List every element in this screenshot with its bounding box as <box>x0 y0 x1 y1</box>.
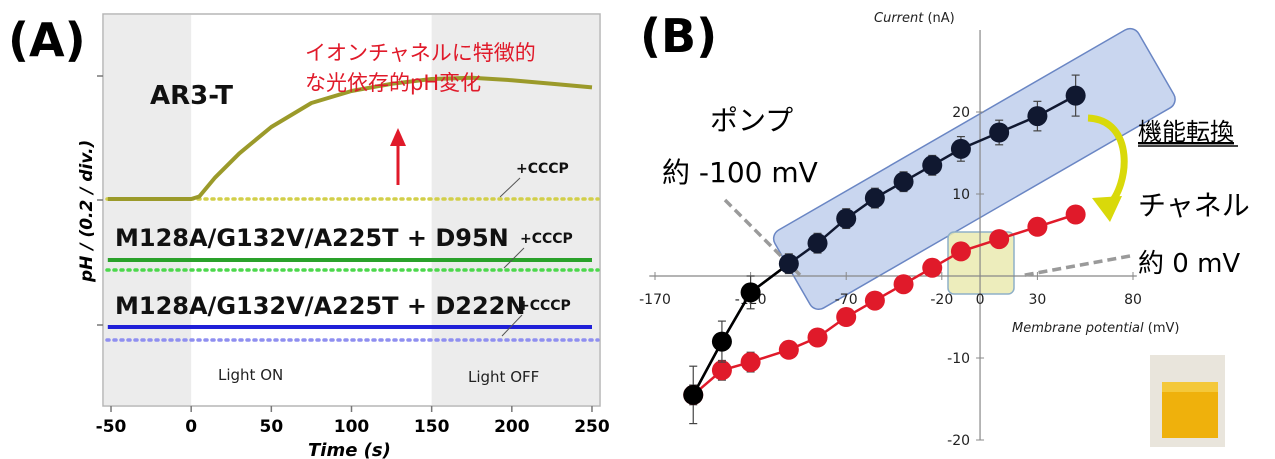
panel-a-x-tick-label: 250 <box>574 417 610 437</box>
d222n-label: M128A/G132V/A225T + D222N <box>115 292 525 320</box>
panel-b-y-axis-label: Current (nA) <box>874 11 955 26</box>
data-point <box>778 253 799 274</box>
panel-a-x-axis-label: Time (s) <box>308 440 391 459</box>
panel-a-x-tick-label: 150 <box>414 417 450 437</box>
channel-voltage-pointer <box>1019 254 1131 278</box>
panel-a-y-axis-label: pH / (0.2 / div.) <box>77 140 97 283</box>
panel-b-x-tick-label: -170 <box>639 292 671 308</box>
y-axis-label-italic: Current <box>874 11 924 26</box>
light-on-label: Light ON <box>218 366 283 384</box>
panel-b-x-tick-label: 30 <box>1028 292 1046 308</box>
series-channel <box>683 204 1086 406</box>
data-point <box>683 384 704 405</box>
dark-period-shade-left <box>104 15 192 405</box>
panel-a-label: (A) <box>8 13 86 67</box>
data-point <box>711 331 732 352</box>
data-point <box>864 290 885 311</box>
data-point <box>893 274 914 295</box>
cccp-pointer-ar3t <box>499 177 521 198</box>
channel-voltage-label: 約 0 mV <box>1138 249 1240 279</box>
panel-a-x-ticks: -50 0 50 100 150 200 250 <box>96 406 610 437</box>
jp-note-line1: イオンチャネルに特徴的 <box>305 41 536 65</box>
data-point <box>950 241 971 262</box>
panel-b-label: (B) <box>640 9 717 63</box>
panel-b-series <box>683 74 1086 425</box>
data-point <box>922 257 943 278</box>
data-point <box>864 188 885 209</box>
data-point <box>836 307 857 327</box>
data-point <box>922 155 943 176</box>
panel-b-x-tick-label: -70 <box>835 292 858 308</box>
conversion-arrow <box>1087 114 1128 222</box>
data-point <box>711 360 732 381</box>
panel-b-x-tick-label: 0 <box>976 292 985 308</box>
series-line-segment <box>692 262 790 396</box>
panel-b-x-tick-label: 80 <box>1124 292 1142 308</box>
data-point <box>1027 216 1048 237</box>
data-point <box>1027 106 1048 127</box>
panel-b-y-tick-label: 10 <box>952 187 970 203</box>
d95n-label: M128A/G132V/A225T + D95N <box>115 224 509 252</box>
red-up-arrow <box>390 128 406 185</box>
cccp-label-d222n: +CCCP <box>518 298 571 314</box>
cccp-pointer-d222n <box>501 314 523 337</box>
panel-b-x-tick-label: -20 <box>930 292 953 308</box>
panel-a-x-tick-label: 50 <box>260 417 284 437</box>
panel-b-y-tick-label: 20 <box>952 105 970 121</box>
data-point <box>778 339 799 360</box>
data-point <box>807 327 828 348</box>
panel-a-x-tick-label: 200 <box>494 417 530 437</box>
panel-a-x-tick-label: 0 <box>185 417 197 437</box>
panel-b-x-axis-label: Membrane potential (mV) <box>1012 321 1179 336</box>
data-point <box>836 208 857 229</box>
panel-a-x-tick-label: 100 <box>334 417 370 437</box>
data-point <box>740 282 761 303</box>
data-point <box>989 229 1010 250</box>
sample-photo <box>1150 355 1225 447</box>
y-axis-label-unit: (nA) <box>923 11 954 26</box>
x-axis-label-unit: (mV) <box>1144 321 1180 336</box>
ar3t-label: AR3-T <box>150 81 233 111</box>
data-point <box>950 138 971 159</box>
panel-b-y-tick-label: -20 <box>947 433 970 449</box>
cccp-label-d95n: +CCCP <box>520 231 573 247</box>
cccp-label-ar3t: +CCCP <box>516 161 569 177</box>
data-point <box>1065 204 1086 225</box>
cccp-pointer-d95n <box>503 247 525 269</box>
data-point <box>893 171 914 192</box>
panel-a: (A) -50 0 50 100 150 200 250 AR3-T M128A/G132V… <box>8 13 610 459</box>
pump-label: ポンプ <box>710 104 793 137</box>
light-off-label: Light OFF <box>468 368 539 386</box>
data-point <box>1065 85 1086 106</box>
panel-a-y-ticks <box>97 75 103 326</box>
panel-b-y-tick-label: -10 <box>947 351 970 367</box>
channel-label: チャネル <box>1138 189 1250 222</box>
data-point <box>740 352 761 373</box>
jp-note-line2: な光依存的pH変化 <box>305 71 481 95</box>
trace-main-0 <box>107 75 593 201</box>
conversion-label: 機能転換 <box>1138 118 1234 146</box>
data-point <box>989 122 1010 143</box>
x-axis-label-italic: Membrane potential <box>1012 321 1144 336</box>
series-pump <box>683 74 1086 425</box>
panel-a-x-tick-label: -50 <box>96 417 127 437</box>
data-point <box>807 233 828 254</box>
pump-voltage-label: 約 -100 mV <box>662 156 818 189</box>
